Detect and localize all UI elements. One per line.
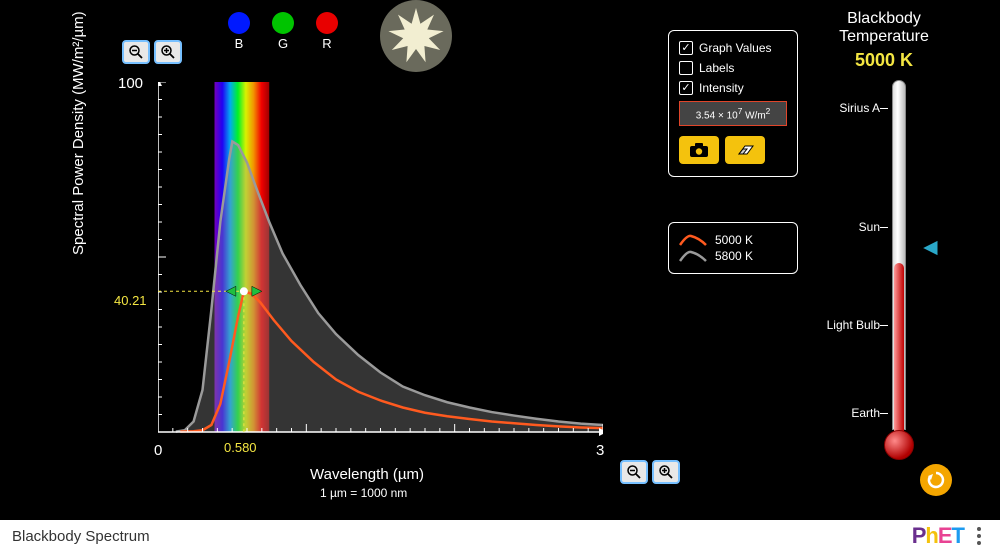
r-indicator: R xyxy=(316,12,338,51)
x-axis-max: 3 xyxy=(596,442,604,459)
intensity-label: Intensity xyxy=(699,81,744,95)
curve-legend: 5000 K 5800 K xyxy=(668,222,798,274)
zoom-in-icon xyxy=(658,464,674,480)
snapshot-button[interactable] xyxy=(679,136,719,164)
y-axis-max: 100 xyxy=(118,75,143,92)
thermometer-value: 5000 K xyxy=(814,50,954,71)
x-axis-min: 0 xyxy=(154,442,162,459)
g-indicator: G xyxy=(272,12,294,51)
g-label: G xyxy=(278,36,288,51)
bgr-indicators: B G R xyxy=(228,12,338,51)
graph-values-label: Graph Values xyxy=(699,41,772,55)
legend-label: 5800 K xyxy=(715,249,753,263)
sim-title: Blackbody Spectrum xyxy=(12,528,150,545)
legend-label: 5000 K xyxy=(715,233,753,247)
legend-row: 5800 K xyxy=(679,249,787,263)
thermometer-fill xyxy=(894,263,904,445)
labels-checkbox[interactable]: Labels xyxy=(679,61,787,75)
zoom-in-icon xyxy=(160,44,176,60)
eraser-icon xyxy=(735,142,755,158)
erase-button[interactable] xyxy=(725,136,765,164)
y-axis-label: Spectral Power Density (MW/m²/µm) xyxy=(70,11,87,255)
simulation-stage: B G R 100 0 3 40.21 0.580 Spectral Power… xyxy=(0,0,1000,520)
x-zoom-out-button[interactable] xyxy=(620,460,648,484)
x-axis-sublabel: 1 µm = 1000 nm xyxy=(320,486,407,500)
thermometer-tick xyxy=(880,108,888,109)
thermometer-mark-label: Sun xyxy=(810,220,880,234)
thermometer-bulb xyxy=(884,430,914,460)
graph-svg xyxy=(158,82,603,442)
thermometer-title: BlackbodyTemperature xyxy=(814,10,954,46)
y-zoom-in-button[interactable] xyxy=(154,40,182,64)
r-label: R xyxy=(322,36,331,51)
thermometer-mark-label: Earth xyxy=(810,406,880,420)
intensity-checkbox[interactable]: Intensity xyxy=(679,81,787,95)
thermometer-tick xyxy=(880,325,888,326)
labels-label: Labels xyxy=(699,61,734,75)
blackbody-star xyxy=(380,0,452,72)
zoom-out-icon xyxy=(128,44,144,60)
spectrum-graph xyxy=(158,82,603,432)
legend-row: 5000 K xyxy=(679,233,787,247)
graph-values-checkbox[interactable]: Graph Values xyxy=(679,41,787,55)
legend-swatch-icon xyxy=(679,233,707,247)
x-zoom-controls xyxy=(620,460,680,484)
reset-button[interactable] xyxy=(920,464,952,496)
temperature-slider[interactable] xyxy=(920,238,940,258)
footer-bar: Blackbody Spectrum PhET xyxy=(0,520,1000,552)
x-zoom-in-button[interactable] xyxy=(652,460,680,484)
thermometer-tick xyxy=(880,227,888,228)
thermometer-mark-label: Light Bulb xyxy=(810,318,880,332)
star-icon xyxy=(386,6,446,66)
phet-logo[interactable]: PhET xyxy=(912,523,964,549)
zoom-out-icon xyxy=(626,464,642,480)
intensity-value: 3.54 × 107 W/m2 xyxy=(679,101,787,126)
peak-y-value: 40.21 xyxy=(114,293,147,308)
thermometer-mark-label: Sirius A xyxy=(810,101,880,115)
menu-dots-icon[interactable] xyxy=(970,527,988,545)
reset-icon xyxy=(926,470,946,490)
control-panel: Graph Values Labels Intensity 3.54 × 107… xyxy=(668,30,798,177)
b-label: B xyxy=(235,36,244,51)
y-zoom-out-button[interactable] xyxy=(122,40,150,64)
x-axis-label: Wavelength (µm) xyxy=(310,466,424,483)
legend-swatch-icon xyxy=(679,249,707,263)
thermometer xyxy=(884,80,914,460)
y-zoom-controls xyxy=(122,40,182,64)
thermometer-tick xyxy=(880,413,888,414)
camera-icon xyxy=(689,142,709,158)
peak-x-value: 0.580 xyxy=(224,440,257,455)
b-indicator: B xyxy=(228,12,250,51)
